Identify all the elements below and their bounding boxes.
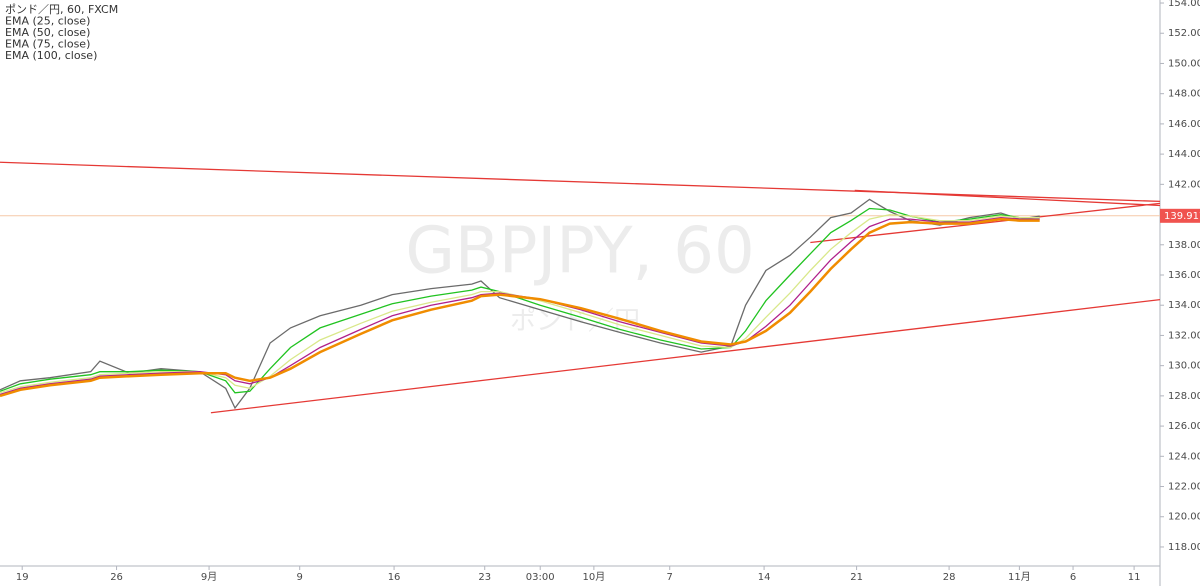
y-tick-label: 120.000 — [1168, 512, 1200, 523]
x-tick-label: 28 — [943, 572, 956, 583]
ema-line — [0, 207, 1040, 394]
y-tick-label: 132.000 — [1168, 330, 1200, 341]
last-price-label: 139.917 — [1164, 211, 1200, 222]
y-tick-label: 128.000 — [1168, 391, 1200, 402]
y-tick-label: 142.000 — [1168, 179, 1200, 190]
x-tick-label: 14 — [758, 572, 771, 583]
price-line — [0, 198, 1040, 410]
trendline — [210, 298, 1161, 414]
legend-entry: EMA (50, close) — [5, 26, 90, 39]
legend-entry: EMA (75, close) — [5, 38, 90, 51]
y-tick-label: 150.000 — [1168, 58, 1200, 69]
x-tick-label: 11 — [1128, 572, 1141, 583]
y-tick-label: 154.000 — [1168, 0, 1200, 9]
legend-entry: EMA (25, close) — [5, 15, 90, 28]
y-tick-label: 146.000 — [1168, 119, 1200, 130]
last-price-box — [1160, 208, 1200, 223]
y-tick-label: 126.000 — [1168, 421, 1200, 432]
x-tick-label: 9 — [297, 572, 303, 583]
y-tick-label: 152.000 — [1168, 28, 1200, 39]
y-tick-label: 144.000 — [1168, 149, 1200, 160]
x-tick-label: 23 — [478, 572, 491, 583]
legend-entry: EMA (100, close) — [5, 49, 97, 62]
trendline — [810, 202, 1161, 244]
x-tick-label: 21 — [850, 572, 863, 583]
x-tick-label: 03:00 — [526, 572, 555, 583]
y-tick-label: 122.000 — [1168, 482, 1200, 493]
x-tick-label: 16 — [388, 572, 401, 583]
x-tick-label: 11月 — [1008, 571, 1031, 583]
x-tick-label: 9月 — [201, 571, 217, 583]
y-tick-label: 118.000 — [1168, 542, 1200, 553]
x-tick-label: 26 — [110, 572, 123, 583]
x-tick-label: 19 — [16, 572, 29, 583]
y-tick-label: 124.000 — [1168, 451, 1200, 462]
trendline — [854, 189, 1161, 207]
trendline — [0, 161, 1161, 203]
watermark: GBPJPY, 60 — [405, 215, 754, 289]
y-tick-label: 148.000 — [1168, 89, 1200, 100]
y-tick-label: 136.000 — [1168, 270, 1200, 281]
x-tick-label: 10月 — [583, 571, 606, 583]
y-tick-label: 134.000 — [1168, 300, 1200, 311]
legend-entry: ポンド／円, 60, FXCM — [5, 3, 118, 16]
ema-line — [0, 217, 1040, 398]
y-tick-label: 130.000 — [1168, 361, 1200, 372]
y-tick-label: 138.000 — [1168, 240, 1200, 251]
x-tick-label: 6 — [1070, 572, 1076, 583]
x-tick-label: 7 — [667, 572, 673, 583]
